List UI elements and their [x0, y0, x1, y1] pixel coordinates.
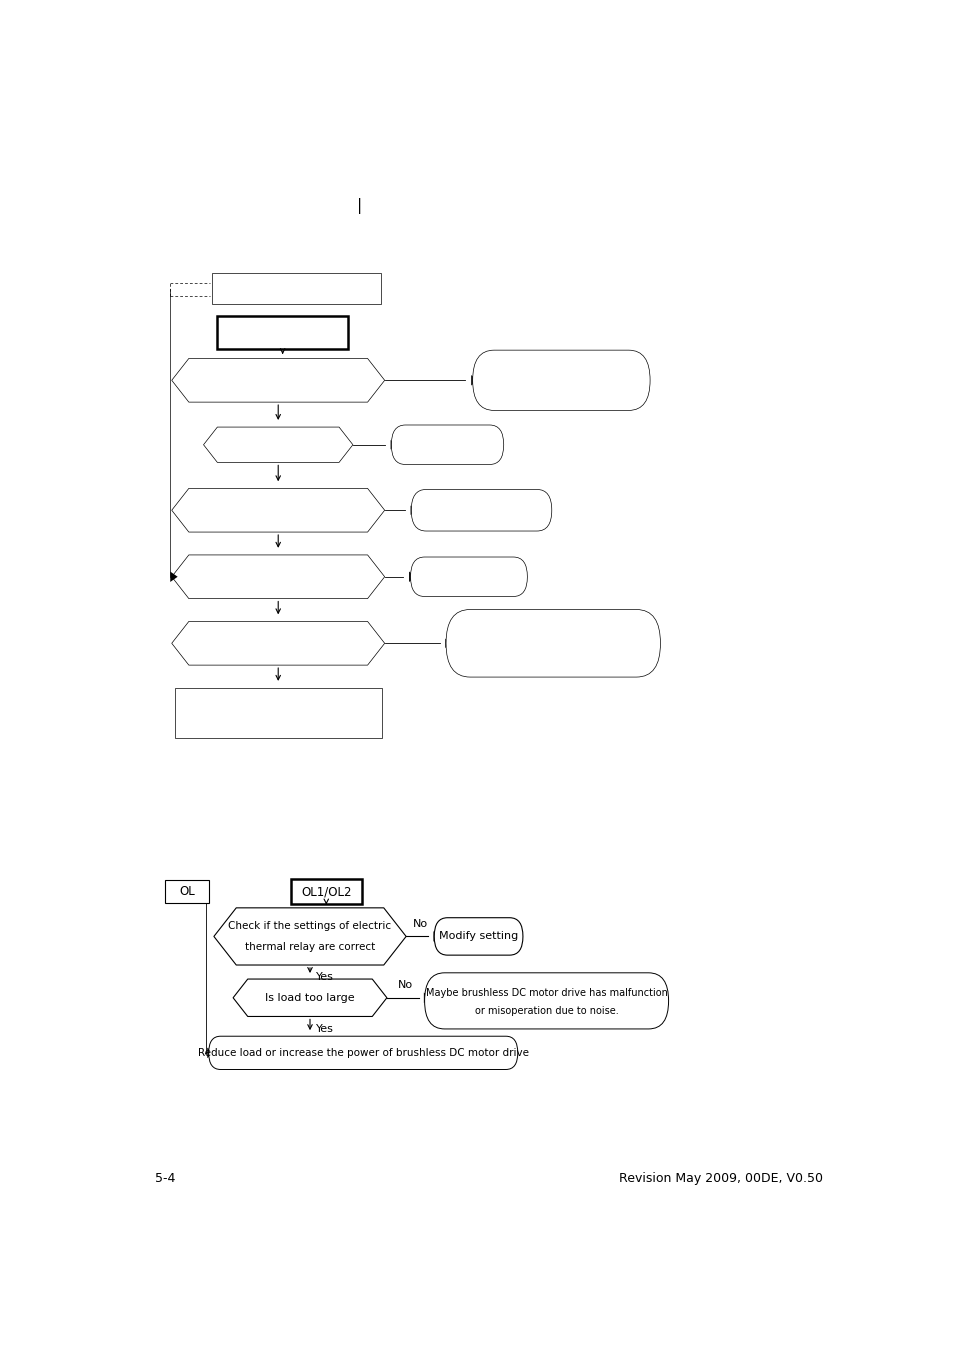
Text: 5-4: 5-4 — [154, 1172, 175, 1185]
Text: No: No — [397, 980, 413, 991]
Polygon shape — [207, 1048, 214, 1058]
Text: OL1/OL2: OL1/OL2 — [301, 886, 351, 898]
Polygon shape — [390, 440, 396, 450]
Polygon shape — [233, 979, 387, 1017]
Polygon shape — [433, 931, 440, 942]
Polygon shape — [203, 427, 353, 463]
FancyBboxPatch shape — [410, 558, 527, 597]
Polygon shape — [409, 571, 416, 582]
Text: OL: OL — [179, 886, 195, 898]
FancyBboxPatch shape — [434, 918, 522, 956]
Polygon shape — [410, 505, 416, 514]
Polygon shape — [172, 359, 384, 402]
Text: No: No — [412, 919, 427, 929]
FancyBboxPatch shape — [424, 973, 668, 1029]
Text: |: | — [355, 197, 364, 213]
Text: Maybe brushless DC motor drive has malfunction: Maybe brushless DC motor drive has malfu… — [425, 988, 667, 998]
Text: Modify setting: Modify setting — [438, 931, 517, 941]
Text: thermal relay are correct: thermal relay are correct — [245, 942, 375, 952]
Polygon shape — [172, 621, 384, 666]
Polygon shape — [445, 639, 452, 648]
Polygon shape — [423, 992, 431, 1003]
Bar — [165, 880, 210, 903]
Text: or misoperation due to noise.: or misoperation due to noise. — [475, 1006, 618, 1017]
Bar — [291, 879, 361, 904]
FancyBboxPatch shape — [209, 1037, 517, 1069]
Bar — [174, 688, 381, 738]
Polygon shape — [172, 555, 384, 598]
Polygon shape — [172, 489, 384, 532]
Polygon shape — [471, 375, 478, 386]
Bar — [216, 316, 348, 350]
Text: Yes: Yes — [315, 972, 334, 983]
FancyBboxPatch shape — [411, 490, 551, 531]
Bar — [213, 273, 380, 304]
FancyBboxPatch shape — [472, 350, 649, 410]
Text: Revision May 2009, 00DE, V0.50: Revision May 2009, 00DE, V0.50 — [618, 1172, 822, 1185]
FancyBboxPatch shape — [446, 609, 659, 678]
Polygon shape — [170, 571, 177, 582]
FancyBboxPatch shape — [391, 425, 503, 464]
Text: Yes: Yes — [315, 1023, 334, 1034]
Polygon shape — [213, 907, 406, 965]
Text: Is load too large: Is load too large — [265, 992, 355, 1003]
Text: Reduce load or increase the power of brushless DC motor drive: Reduce load or increase the power of bru… — [197, 1048, 528, 1058]
Text: Check if the settings of electric: Check if the settings of electric — [228, 921, 391, 931]
